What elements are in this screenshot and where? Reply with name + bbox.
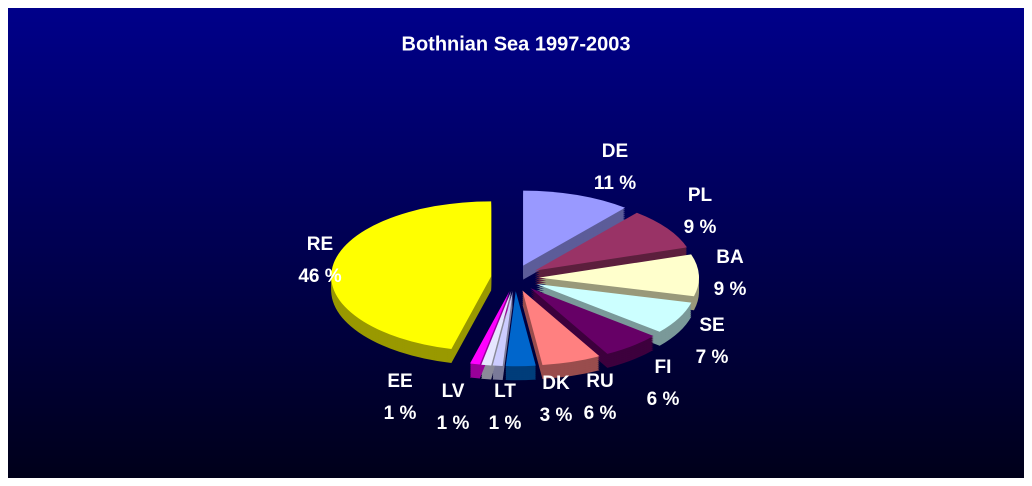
slice-label: LT [494, 381, 516, 402]
slice [492, 291, 513, 366]
slice [505, 291, 536, 367]
slice-label: SE [699, 315, 724, 336]
slice-value-label: 1 % [489, 413, 522, 434]
slice-value-label: 1 % [384, 403, 417, 424]
chart-title: Bothnian Sea 1997-2003 [402, 33, 631, 55]
slice [534, 212, 688, 271]
slice [523, 190, 626, 266]
slice-value-label: 11 % [594, 173, 636, 194]
slice-label: RE [307, 234, 333, 255]
slice-value-label: 3 % [540, 405, 573, 426]
slice [522, 290, 600, 365]
slice [530, 288, 654, 354]
slice [469, 290, 510, 365]
slice-label: FI [655, 357, 672, 378]
slice-value-label: 9 % [684, 217, 717, 238]
slice-label: DE [602, 141, 628, 162]
slice [538, 254, 699, 297]
slice-label: PL [688, 185, 713, 206]
plot-background [8, 8, 1024, 478]
slice-value-label: 46 % [298, 266, 341, 287]
slice-label: DK [542, 373, 570, 394]
slice-value-label: 7 % [696, 347, 729, 368]
slice-value-label: 1 % [437, 413, 470, 434]
slice-label: LV [442, 381, 465, 402]
slice-label: BA [716, 247, 744, 268]
slice-value-label: 9 % [714, 279, 747, 300]
slice-label: EE [387, 371, 412, 392]
slice-tops [331, 190, 699, 367]
slice [331, 201, 492, 349]
slice-value-label: 6 % [647, 389, 680, 410]
slice-label: RU [586, 371, 613, 392]
slice [536, 283, 692, 332]
slice [481, 291, 512, 366]
slice-value-label: 6 % [584, 403, 617, 424]
